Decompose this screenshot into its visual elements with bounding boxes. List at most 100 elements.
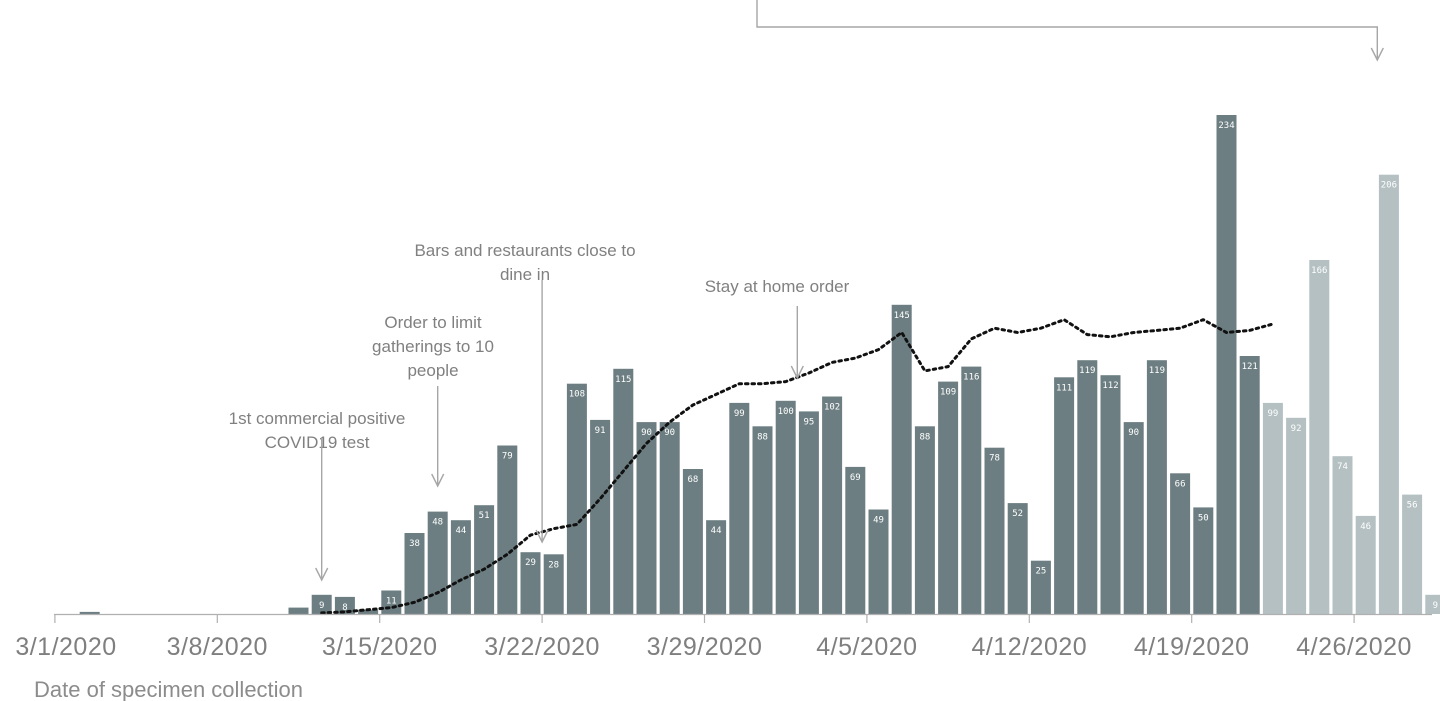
- bar-4-15: [1100, 375, 1121, 614]
- bar-value-label: 49: [873, 516, 884, 526]
- annotation-text: gatherings to 10: [372, 337, 494, 356]
- bar-value-label: 25: [1035, 567, 1046, 577]
- bar-3-13: [334, 596, 355, 614]
- bar-value-label: 90: [641, 428, 652, 438]
- bar-value-label: 38: [409, 539, 420, 549]
- annotation-text: dine in: [500, 265, 550, 284]
- bar-value-label: 11: [386, 597, 397, 607]
- bar-3-18: [450, 520, 471, 614]
- bar-value-label: 56: [1407, 501, 1418, 511]
- bar-4-28: [1402, 494, 1423, 614]
- bar-4-1: [775, 400, 796, 614]
- bar-value-label: 88: [919, 432, 930, 442]
- annotation-arrowhead: [790, 365, 804, 380]
- bar-value-label: 119: [1149, 366, 1165, 376]
- bar-value-label: 121: [1242, 362, 1258, 372]
- bar-4-21: [1239, 356, 1260, 614]
- annotation-text: people: [407, 361, 458, 380]
- bar-value-label: 9: [319, 601, 324, 611]
- bar-3-31: [752, 426, 773, 614]
- bar-value-label: 119: [1079, 366, 1095, 376]
- bar-4-23: [1286, 417, 1307, 614]
- bar-4-12: [1030, 560, 1051, 614]
- bar-3-16: [404, 533, 425, 614]
- x-ticks-group: 3/1/2020 3/8/2020 3/15/2020 3/22/2020 3/29/2…: [15, 614, 1411, 661]
- bar-value-label: 145: [894, 311, 910, 321]
- bar-value-label: 100: [778, 407, 794, 417]
- bar-4-11: [1007, 503, 1028, 614]
- bar-4-8: [938, 381, 959, 614]
- bar-value-label: 99: [1267, 409, 1278, 419]
- bar-value-label: 74: [1337, 462, 1348, 472]
- annotations-group: 1st commercial positive COVID19 test Order…: [229, 0, 1384, 582]
- annotation-arrowhead: [315, 567, 329, 582]
- bar-value-label: 109: [940, 388, 956, 398]
- bar-value-label: 29: [525, 558, 536, 568]
- bar-value-label: 116: [963, 373, 979, 383]
- bar-value-label: 44: [455, 526, 466, 536]
- bar-4-16: [1123, 422, 1144, 614]
- reporting-delay-bracket: [756, 0, 1379, 60]
- bar-4-4: [845, 466, 866, 614]
- bar-3-12: [311, 594, 332, 614]
- bar-value-label: 50: [1198, 513, 1209, 523]
- bar-value-label: 112: [1102, 381, 1118, 391]
- bar-3-26: [636, 422, 657, 614]
- bar-value-label: 52: [1012, 509, 1023, 519]
- bar-value-label: 92: [1291, 424, 1302, 434]
- annotation-text: 1st commercial positive: [229, 409, 406, 428]
- bars-group: 9 8 11 38 48 44 51 79 29 28 108 91 115 90 90 68 44 99 88 10…: [79, 115, 1440, 614]
- x-tick-label: 3/22/2020: [484, 633, 600, 661]
- x-tick-label: 3/8/2020: [167, 633, 268, 661]
- bar-value-label: 90: [664, 428, 675, 438]
- bar-4-20: [1216, 115, 1237, 614]
- bar-value-label: 102: [824, 403, 840, 413]
- bar-3-22: [543, 554, 564, 614]
- bar-3-21: [520, 552, 541, 614]
- bar-value-label: 51: [479, 511, 490, 521]
- bar-value-label: 28: [548, 560, 559, 570]
- bar-value-label: 69: [850, 473, 861, 483]
- bar-3-11: [288, 607, 309, 614]
- bar-value-label: 88: [757, 432, 768, 442]
- bar-value-label: 91: [595, 426, 606, 436]
- bar-4-7: [914, 426, 935, 614]
- bar-4-14: [1077, 360, 1098, 614]
- bar-value-label: 90: [1128, 428, 1139, 438]
- bar-4-18: [1170, 473, 1191, 614]
- bar-value-label: 44: [711, 526, 722, 536]
- bar-3-23: [566, 383, 587, 614]
- bar-4-29: [1425, 594, 1440, 614]
- bar-4-17: [1146, 360, 1167, 614]
- bar-3-28: [682, 469, 703, 614]
- bar-4-25: [1332, 456, 1353, 614]
- bar-value-label: 78: [989, 454, 1000, 464]
- bar-4-5: [868, 509, 889, 614]
- bar-value-label: 8: [342, 603, 347, 613]
- bar-4-26: [1355, 515, 1376, 614]
- bar-4-19: [1193, 507, 1214, 614]
- x-axis-title: Date of specimen collection: [34, 677, 303, 701]
- bar-value-label: 9: [1433, 601, 1438, 611]
- bar-4-10: [984, 447, 1005, 614]
- bar-value-label: 48: [432, 518, 443, 528]
- bar-3-29: [706, 520, 727, 614]
- bar-value-label: 115: [615, 375, 631, 385]
- bar-value-label: 166: [1311, 266, 1327, 276]
- x-tick-label: 4/12/2020: [971, 633, 1087, 661]
- annotation-arrowhead: [431, 473, 445, 488]
- bar-3-25: [613, 368, 634, 614]
- annotation-arrowhead: [535, 529, 549, 544]
- bar-4-22: [1262, 402, 1283, 614]
- x-tick-label: 3/29/2020: [647, 633, 763, 661]
- bar-4-9: [961, 366, 982, 614]
- bar-3-27: [659, 422, 680, 614]
- bar-value-label: 79: [502, 452, 513, 462]
- bar-value-label: 206: [1381, 181, 1397, 191]
- annotation-arrowhead: [1370, 47, 1384, 62]
- bar-4-6: [891, 304, 912, 614]
- bar-value-label: 234: [1218, 121, 1234, 131]
- bar-value-label: 111: [1056, 383, 1072, 393]
- annotation-text: Bars and restaurants close to: [414, 241, 635, 260]
